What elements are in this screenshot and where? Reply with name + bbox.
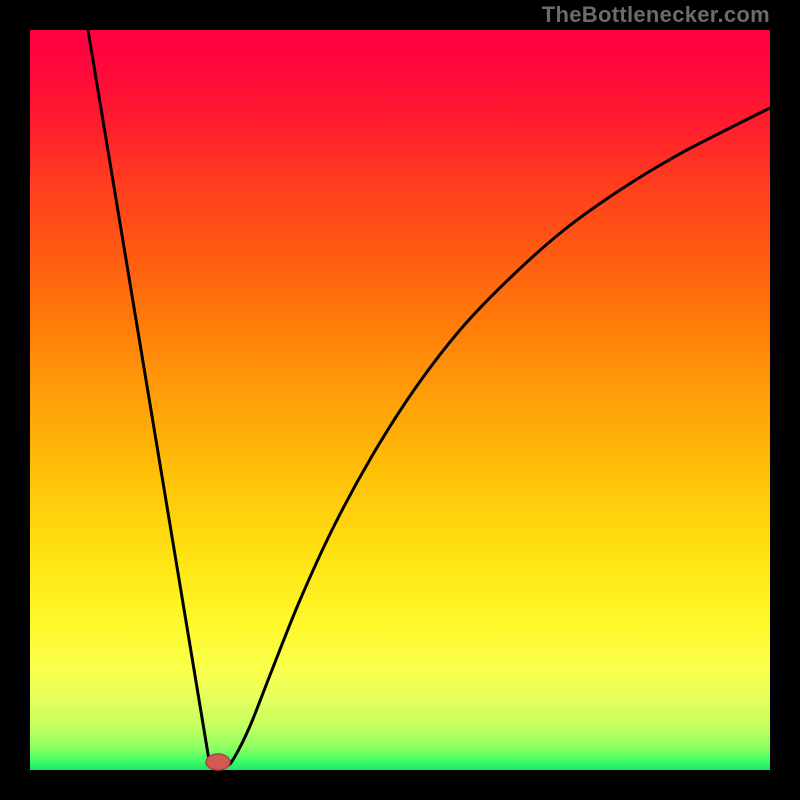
chart-svg xyxy=(0,0,800,800)
bottleneck-curve xyxy=(88,30,770,767)
plot-background xyxy=(30,30,770,770)
chart-frame: TheBottlenecker.com xyxy=(0,0,800,800)
minimum-marker xyxy=(206,754,230,770)
watermark-text: TheBottlenecker.com xyxy=(542,2,770,28)
